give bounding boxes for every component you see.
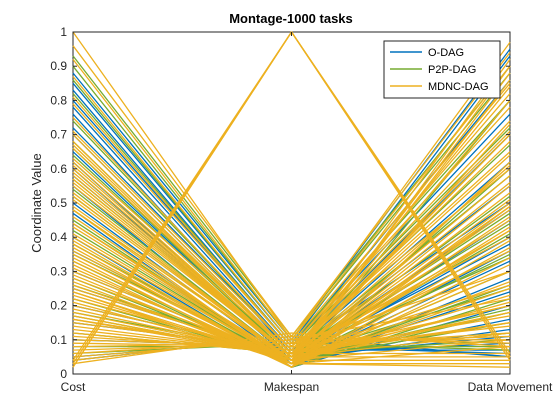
y-tick-label: 0.7 (50, 128, 67, 142)
series-line (72, 332, 511, 365)
legend-label: MDNC-DAG (428, 81, 489, 93)
x-tick-label: Cost (61, 380, 86, 394)
series-line (72, 161, 511, 368)
y-tick-label: 0.4 (50, 230, 67, 244)
y-tick-label: 1 (60, 25, 67, 39)
y-tick-label: 0.5 (50, 196, 67, 210)
series-line (72, 86, 511, 355)
axis-layer: 0 0.1 0.2 0.3 0.4 0.5 0.6 0.7 0.8 0.9 1 Cost Makespa… (50, 25, 553, 394)
chart-title: Montage-1000 tasks (229, 11, 353, 26)
series-line (72, 298, 511, 355)
legend-label: O-DAG (428, 47, 464, 59)
series-line (72, 168, 511, 348)
series-line (72, 151, 511, 351)
legend-label: P2P-DAG (428, 64, 476, 76)
series-line (72, 79, 511, 361)
series-line (72, 134, 511, 358)
series-layer (72, 31, 511, 368)
y-tick-label: 0.8 (50, 93, 67, 107)
y-tick-label: 0.6 (50, 162, 67, 176)
y-tick-label: 0.3 (50, 264, 67, 278)
series-line (72, 270, 511, 348)
y-axis-title: Coordinate Value (29, 153, 44, 253)
series-mdnc-dag (72, 31, 511, 368)
x-tick-label: Makespan (264, 380, 319, 394)
x-tick-label: Data Movement (468, 380, 553, 394)
y-tick-label: 0.1 (50, 333, 67, 347)
y-tick-label: 0.2 (50, 299, 67, 313)
series-line (72, 202, 511, 365)
legend: O-DAG P2P-DAG MDNC-DAG (383, 40, 501, 99)
y-tick-label: 0 (60, 367, 67, 381)
y-tick-label: 0.9 (50, 59, 67, 73)
